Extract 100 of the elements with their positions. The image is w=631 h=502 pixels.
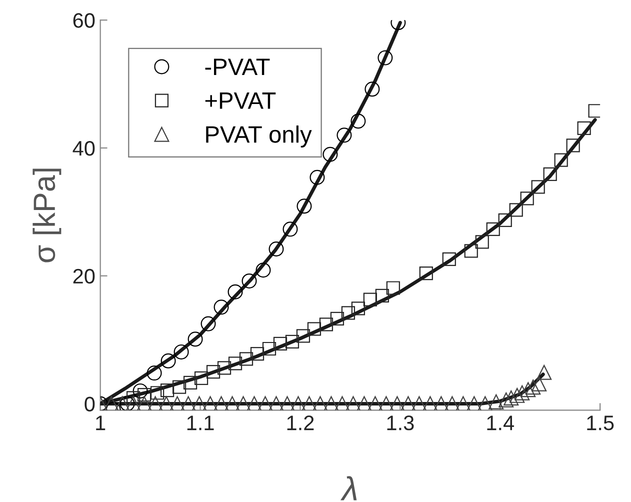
point xyxy=(148,396,163,410)
point xyxy=(378,396,394,410)
point xyxy=(217,361,232,375)
point xyxy=(194,371,208,385)
legend-label: +PVAT xyxy=(205,92,276,109)
point xyxy=(475,235,489,249)
point xyxy=(202,396,218,410)
point xyxy=(290,396,306,410)
point xyxy=(356,396,372,410)
point xyxy=(114,396,130,410)
point xyxy=(302,396,317,410)
point xyxy=(322,146,338,162)
point xyxy=(375,288,389,302)
point xyxy=(258,396,273,410)
point xyxy=(577,121,591,135)
point xyxy=(536,364,552,380)
point xyxy=(188,332,203,347)
point xyxy=(386,281,400,295)
point xyxy=(466,396,482,410)
point xyxy=(566,138,580,152)
point xyxy=(509,203,523,217)
point xyxy=(488,394,504,410)
x-tick-label: 1 xyxy=(96,416,106,430)
point xyxy=(242,273,257,288)
point xyxy=(126,396,141,410)
point xyxy=(268,242,284,256)
point xyxy=(341,306,356,320)
point xyxy=(324,396,339,410)
point xyxy=(256,262,271,278)
point xyxy=(262,342,276,356)
point xyxy=(120,396,135,410)
point xyxy=(192,396,207,410)
point xyxy=(486,222,500,236)
point xyxy=(531,180,545,194)
point xyxy=(498,213,512,228)
point xyxy=(543,167,557,181)
point xyxy=(239,352,254,366)
point xyxy=(160,353,176,368)
x-tick-label: 1.4 xyxy=(487,416,514,430)
y-tick-label: 40 xyxy=(72,140,95,156)
point xyxy=(136,396,152,410)
point xyxy=(104,396,119,410)
point xyxy=(400,396,416,410)
point xyxy=(280,396,295,410)
point xyxy=(214,396,229,410)
point xyxy=(228,356,242,370)
point xyxy=(174,344,189,360)
point xyxy=(514,385,530,400)
x-tick-label: 1.1 xyxy=(187,416,214,430)
y-tick-label: 0 xyxy=(84,396,95,412)
point xyxy=(160,384,174,398)
point xyxy=(346,396,361,410)
point xyxy=(364,82,380,97)
point xyxy=(138,388,152,402)
point xyxy=(312,396,328,410)
point xyxy=(390,396,405,410)
point xyxy=(268,396,284,410)
x-tick-label: 1.5 xyxy=(587,416,614,430)
y-axis-title: σ [kPa] xyxy=(32,168,62,262)
point xyxy=(532,376,547,392)
point xyxy=(368,396,383,410)
point xyxy=(158,396,174,410)
point xyxy=(520,382,536,398)
point xyxy=(296,198,312,214)
point xyxy=(350,114,366,129)
point xyxy=(180,396,196,410)
point xyxy=(246,396,262,410)
point xyxy=(412,396,427,410)
point xyxy=(444,396,460,410)
point xyxy=(422,396,438,410)
point xyxy=(310,170,325,185)
point xyxy=(170,396,185,410)
point xyxy=(504,390,519,406)
point xyxy=(434,396,449,410)
legend-label: -PVAT xyxy=(205,58,270,75)
point xyxy=(554,153,568,167)
point xyxy=(319,318,334,332)
point xyxy=(228,284,243,300)
point xyxy=(363,292,377,306)
legend-label: PVAT only xyxy=(206,125,312,148)
point xyxy=(336,128,352,143)
point xyxy=(250,347,264,361)
point xyxy=(132,383,148,398)
point xyxy=(456,396,471,410)
point xyxy=(150,386,164,400)
y-tick-label: 20 xyxy=(73,268,95,284)
point xyxy=(478,396,493,410)
point xyxy=(285,334,300,349)
point xyxy=(351,302,366,316)
point xyxy=(236,396,251,410)
point xyxy=(172,380,186,394)
point xyxy=(282,222,298,237)
point xyxy=(206,364,220,379)
point xyxy=(464,244,478,258)
point xyxy=(183,376,198,390)
point xyxy=(526,380,541,395)
x-tick-label: 1.3 xyxy=(387,416,414,430)
point xyxy=(307,322,322,336)
point xyxy=(146,366,162,381)
point xyxy=(510,388,525,403)
